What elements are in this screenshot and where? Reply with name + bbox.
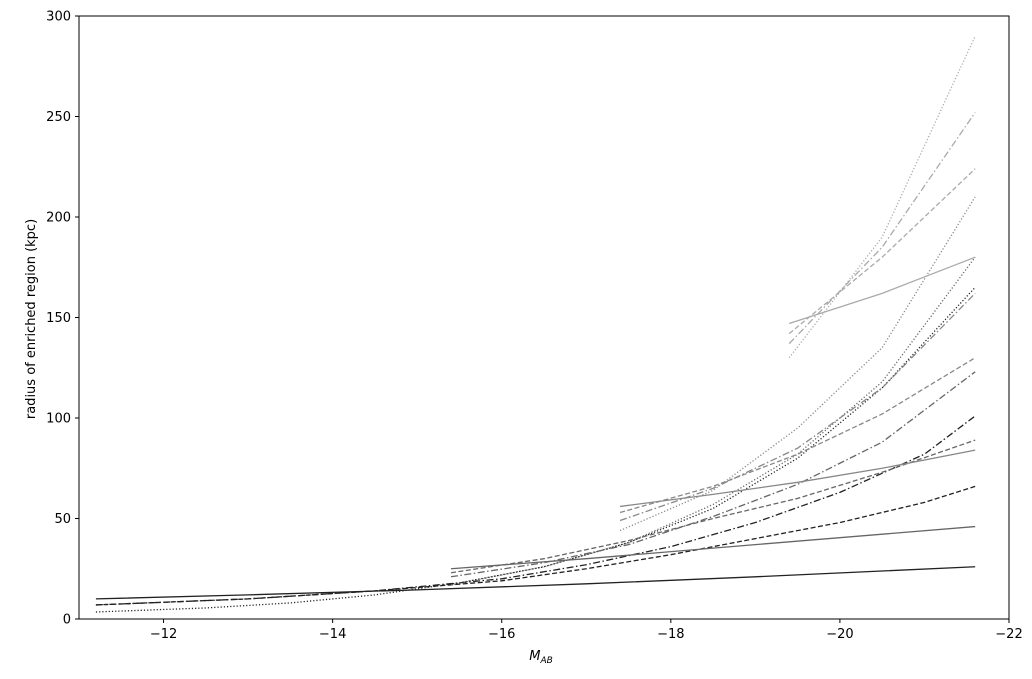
x-axis-label: MAB: [529, 649, 553, 666]
x-axis: −12 −14 −16 −18 −20 −22: [150, 619, 1023, 642]
y-axis-label: radius of enriched region (kpc): [24, 219, 39, 419]
series-line-4: [95, 286, 976, 613]
series-line-8: [450, 256, 976, 586]
series-line-10: [619, 292, 976, 522]
y-tick-label: 100: [46, 412, 71, 427]
series-line-13: [788, 256, 976, 325]
series-line-5: [450, 525, 976, 570]
series-line-14: [788, 112, 976, 345]
x-tick-label: −22: [995, 627, 1022, 642]
series-line-3: [95, 485, 976, 606]
y-tick-label: 300: [46, 10, 71, 25]
series-line-7: [450, 439, 976, 574]
series-line-15: [788, 168, 976, 335]
y-axis: 0 50 100 150 200 250 300: [46, 10, 79, 628]
plot-area-frame: [78, 15, 1010, 620]
x-tick-label: −16: [488, 627, 515, 642]
y-tick-label: 0: [63, 613, 71, 628]
series-line-16: [788, 35, 976, 359]
x-tick-label: −14: [319, 627, 346, 642]
series-line-12: [619, 196, 976, 532]
series-line-6: [450, 371, 976, 578]
series-line-1: [95, 566, 976, 600]
x-tick-label: −18: [657, 627, 684, 642]
y-tick-label: 150: [46, 311, 71, 326]
series-line-11: [619, 357, 976, 514]
series-line-2: [95, 415, 976, 606]
y-tick-label: 50: [54, 512, 71, 527]
x-tick-label: −12: [150, 627, 177, 642]
y-tick-label: 250: [46, 110, 71, 125]
y-tick-label: 200: [46, 211, 71, 226]
x-tick-label: −20: [826, 627, 853, 642]
series-line-9: [620, 449, 976, 508]
series-layer: [95, 35, 976, 613]
